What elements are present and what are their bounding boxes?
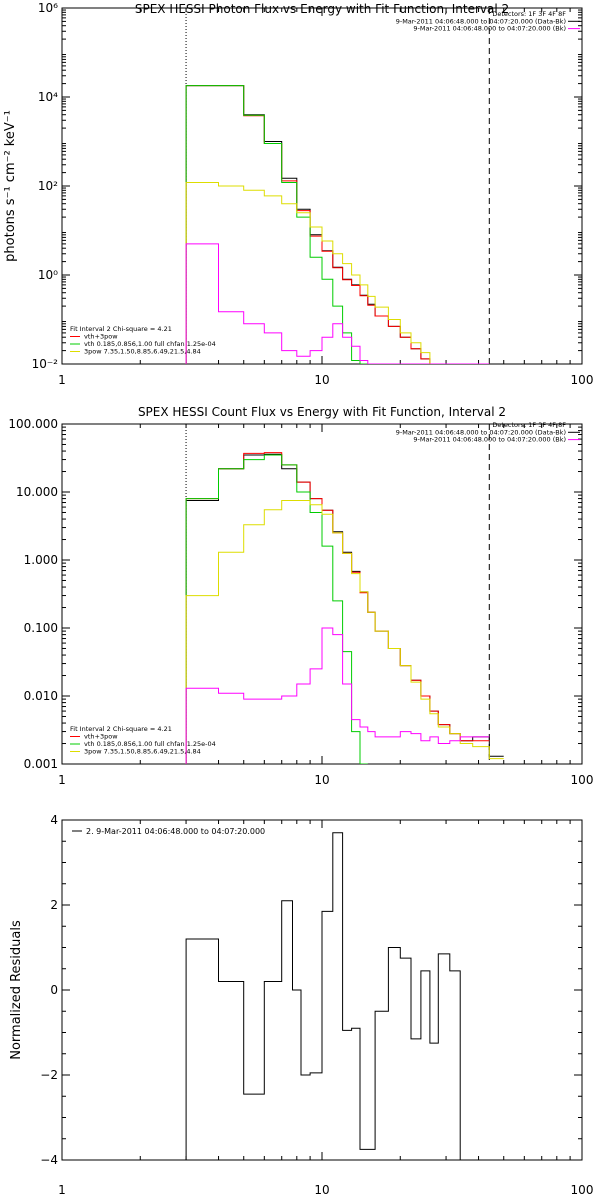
legend-bottom-entry: Fit Interval 2 Chi-square = 4.21 (70, 725, 172, 733)
y-tick-label: 0.010 (24, 689, 58, 703)
series-line-0 (185, 453, 504, 764)
y-tick-label: 1.000 (24, 553, 58, 567)
series-line-4 (185, 243, 490, 364)
count-flux-panel: SPEX HESSI Count Flux vs Energy with Fit… (0, 400, 600, 800)
y-tick-label: 100.000 (8, 417, 58, 431)
series-line-4 (185, 627, 490, 764)
y-tick-label: 10⁻² (32, 357, 59, 371)
y-tick-label: −4 (40, 1153, 58, 1167)
legend-bottom-entry: vth 0.185,0.856,1.00 full chfan 1.25e-04 (84, 740, 216, 748)
y-tick-label: 10⁶ (38, 1, 58, 15)
x-tick-label: 10 (314, 773, 329, 787)
series-line-2 (185, 85, 376, 364)
x-tick-label: 1 (58, 373, 66, 387)
legend-top-entry: 9-Mar-2011 04:06:48.000 to 04:07:20.000 … (396, 17, 566, 25)
x-tick-label: 100 (571, 373, 594, 387)
legend-bottom-entry: vth+3pow (84, 333, 118, 341)
legend-bottom-entry: vth+3pow (84, 733, 118, 741)
y-tick-label: 10.000 (16, 485, 58, 499)
series-line-3 (185, 182, 490, 364)
y-tick-label: 0.100 (24, 621, 58, 635)
legend-top-entry: 9-Mar-2011 04:06:48.000 to 04:07:20.000 … (413, 436, 566, 444)
photon-flux-chart: SPEX HESSI Photon Flux vs Energy with Fi… (3, 1, 594, 387)
legend-top-entry: 9-Mar-2011 04:06:48.000 to 04:07:20.000 … (396, 428, 566, 436)
y-axis-label: Normalized Residuals (9, 920, 24, 1060)
x-tick-label: 1 (58, 1183, 66, 1197)
series-line-2 (185, 454, 368, 764)
x-tick-label: 100 (571, 1183, 594, 1197)
residuals-panel: 1 10 100 −4 −2 0 2 4 Normalized Residuals 2. 9-Ma… (0, 800, 600, 1200)
legend-top-entry: Detectors: 1F 3F 4F 8F (492, 421, 566, 429)
x-tick-label: 100 (571, 773, 594, 787)
x-tick-label: 10 (314, 1183, 329, 1197)
series-line-3 (185, 500, 504, 764)
legend-top-entry: Detectors: 1F 3F 4F 8F (492, 10, 566, 18)
y-tick-label: 10⁰ (38, 268, 58, 282)
y-axis-label: photons s⁻¹ cm⁻² keV⁻¹ (3, 110, 18, 262)
y-tick-label: 0.001 (24, 757, 58, 771)
y-tick-label: 0 (50, 983, 58, 997)
y-tick-label: 2 (50, 898, 58, 912)
series-line-0 (185, 832, 461, 1160)
photon-flux-panel: SPEX HESSI Photon Flux vs Energy with Fi… (0, 0, 600, 400)
legend-bottom-entry: vth 0.185,0.856,1.00 full chfan 1.25e-04 (84, 340, 216, 348)
count-flux-chart: SPEX HESSI Count Flux vs Energy with Fit… (8, 405, 594, 787)
legend-bottom-entry: 3pow 7.35,1.50,8.85,6.49,21.5,4.84 (84, 748, 201, 756)
y-tick-label: 10⁴ (38, 90, 58, 104)
legend-top-entry: 2. 9-Mar-2011 04:06:48.000 to 04:07:20.0… (86, 827, 265, 836)
plot-frame (61, 7, 583, 365)
x-tick-label: 10 (314, 373, 329, 387)
series-line-1 (185, 452, 490, 764)
plot-frame (61, 423, 583, 765)
legend-bottom-entry: 3pow 7.35,1.50,8.85,6.49,21.5,4.84 (84, 348, 201, 356)
legend-top-entry: 9-Mar-2011 04:06:48.000 to 04:07:20.000 … (413, 25, 566, 33)
x-tick-label: 1 (58, 773, 66, 787)
y-tick-label: 4 (50, 813, 58, 827)
legend-bottom-entry: Fit Interval 2 Chi-square = 4.21 (70, 325, 172, 333)
residuals-chart: 1 10 100 −4 −2 0 2 4 Normalized Residuals 2. 9-Ma… (9, 813, 594, 1197)
y-tick-label: 10² (38, 179, 58, 193)
y-tick-label: −2 (40, 1068, 58, 1082)
chart-title: SPEX HESSI Count Flux vs Energy with Fit… (138, 405, 506, 419)
